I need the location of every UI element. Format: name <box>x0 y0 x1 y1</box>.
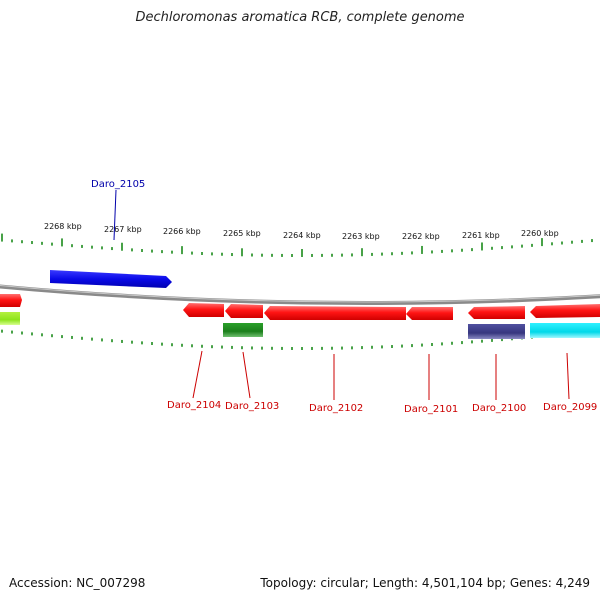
gene-arrow-daro-2104[interactable] <box>183 303 224 317</box>
gene-block-cyan[interactable] <box>530 323 600 338</box>
leader-line <box>192 350 203 399</box>
genome-backbone <box>0 284 600 306</box>
gene-arrow-fragment[interactable] <box>0 312 20 325</box>
gene-label-daro-2100[interactable]: Daro_2100 <box>472 403 526 414</box>
scale-label: 2268 kbp <box>44 222 82 231</box>
genome-backbone-highlight <box>0 284 600 303</box>
leader-line <box>113 189 117 241</box>
label-leaders <box>113 189 570 400</box>
scale-label: 2266 kbp <box>163 227 201 236</box>
gene-block-navy[interactable] <box>468 324 525 339</box>
genome-summary-text: Topology: circular; Length: 4,501,104 bp… <box>260 576 590 590</box>
gene-label-daro-2102[interactable]: Daro_2102 <box>309 403 363 414</box>
gene-label-daro-2099[interactable]: Daro_2099 <box>543 402 597 413</box>
scale-label: 2260 kbp <box>521 229 559 238</box>
scale-label: 2261 kbp <box>462 231 500 240</box>
leader-line <box>566 352 570 400</box>
scale-ticks <box>1 233 593 350</box>
genome-title: Dechloromonas aromatica RCB, complete ge… <box>135 10 465 25</box>
gene-features <box>0 270 600 339</box>
leader-line <box>242 351 251 399</box>
gene-arrow-daro-2100[interactable] <box>468 306 525 319</box>
gene-arrow-daro-2103[interactable] <box>225 304 263 318</box>
gene-label-daro-2101[interactable]: Daro_2101 <box>404 404 458 415</box>
gene-block-green[interactable] <box>223 323 263 337</box>
gene-arrow-daro-2102[interactable] <box>264 306 406 320</box>
scale-label: 2267 kbp <box>104 225 142 234</box>
gene-arrow-daro-2105[interactable] <box>50 270 172 288</box>
gene-label-daro-2105[interactable]: Daro_2105 <box>91 179 145 190</box>
gene-labels: Daro_2105 Daro_2104 Daro_2103 Daro_2102 … <box>91 179 597 415</box>
scale-label: 2263 kbp <box>342 232 380 241</box>
accession-text: Accession: NC_007298 <box>9 576 146 590</box>
gene-arrow-daro-2099[interactable] <box>530 304 600 318</box>
scale-label: 2262 kbp <box>402 232 440 241</box>
gene-label-daro-2104[interactable]: Daro_2104 <box>167 400 221 411</box>
gene-label-daro-2103[interactable]: Daro_2103 <box>225 401 279 412</box>
gene-arrow-fragment[interactable] <box>0 294 22 307</box>
scale-labels: 2268 kbp 2267 kbp 2266 kbp 2265 kbp 2264… <box>44 222 559 241</box>
gene-arrow-daro-2101[interactable] <box>406 307 453 320</box>
scale-label: 2265 kbp <box>223 229 261 238</box>
scale-label: 2264 kbp <box>283 231 321 240</box>
